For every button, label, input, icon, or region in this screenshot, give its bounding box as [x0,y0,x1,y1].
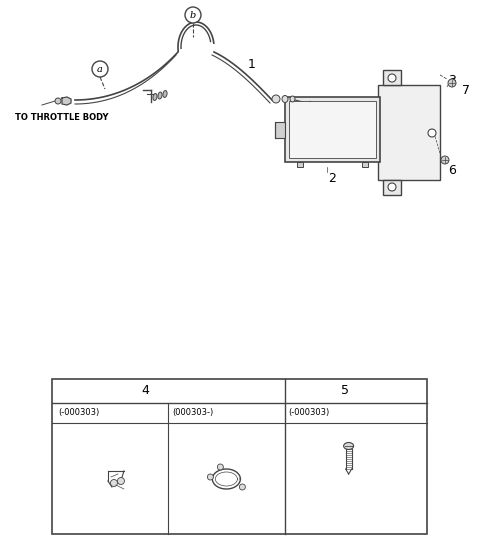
Bar [383,180,401,195]
Circle shape [217,464,223,470]
Circle shape [388,74,396,82]
Circle shape [185,7,201,23]
Circle shape [240,484,245,490]
Circle shape [56,383,72,399]
Circle shape [207,474,214,480]
Text: TO THROTTLE BODY: TO THROTTLE BODY [15,113,108,121]
FancyBboxPatch shape [285,97,380,162]
Text: (000303-): (000303-) [172,408,214,417]
Ellipse shape [163,91,167,98]
Circle shape [428,129,436,137]
Circle shape [388,183,396,191]
Text: 4: 4 [141,385,149,397]
Text: a: a [97,65,103,73]
Ellipse shape [153,93,157,100]
Ellipse shape [272,95,280,103]
Ellipse shape [290,96,295,102]
Text: b: b [295,386,301,395]
Bar [383,70,401,85]
Bar [52,379,427,534]
Text: a: a [61,386,67,395]
Bar [289,101,376,158]
Ellipse shape [282,95,288,103]
Text: 1: 1 [248,57,256,71]
Text: 6: 6 [448,163,456,177]
Circle shape [290,383,307,399]
Text: 3: 3 [448,73,456,87]
Bar [275,122,285,138]
Circle shape [118,477,124,485]
Polygon shape [62,97,71,105]
Circle shape [448,79,456,87]
Circle shape [55,98,61,104]
Bar [297,162,303,167]
Text: 5: 5 [340,385,348,397]
Text: 7: 7 [462,83,470,97]
Bar [362,162,368,167]
Bar [378,85,440,180]
Circle shape [110,480,118,486]
Text: 2: 2 [328,172,336,184]
Text: (-000303): (-000303) [288,408,330,417]
Circle shape [92,61,108,77]
Text: b: b [190,10,196,19]
Text: (-000303): (-000303) [58,408,99,417]
Ellipse shape [344,443,354,449]
Circle shape [441,156,449,164]
Ellipse shape [158,92,162,99]
